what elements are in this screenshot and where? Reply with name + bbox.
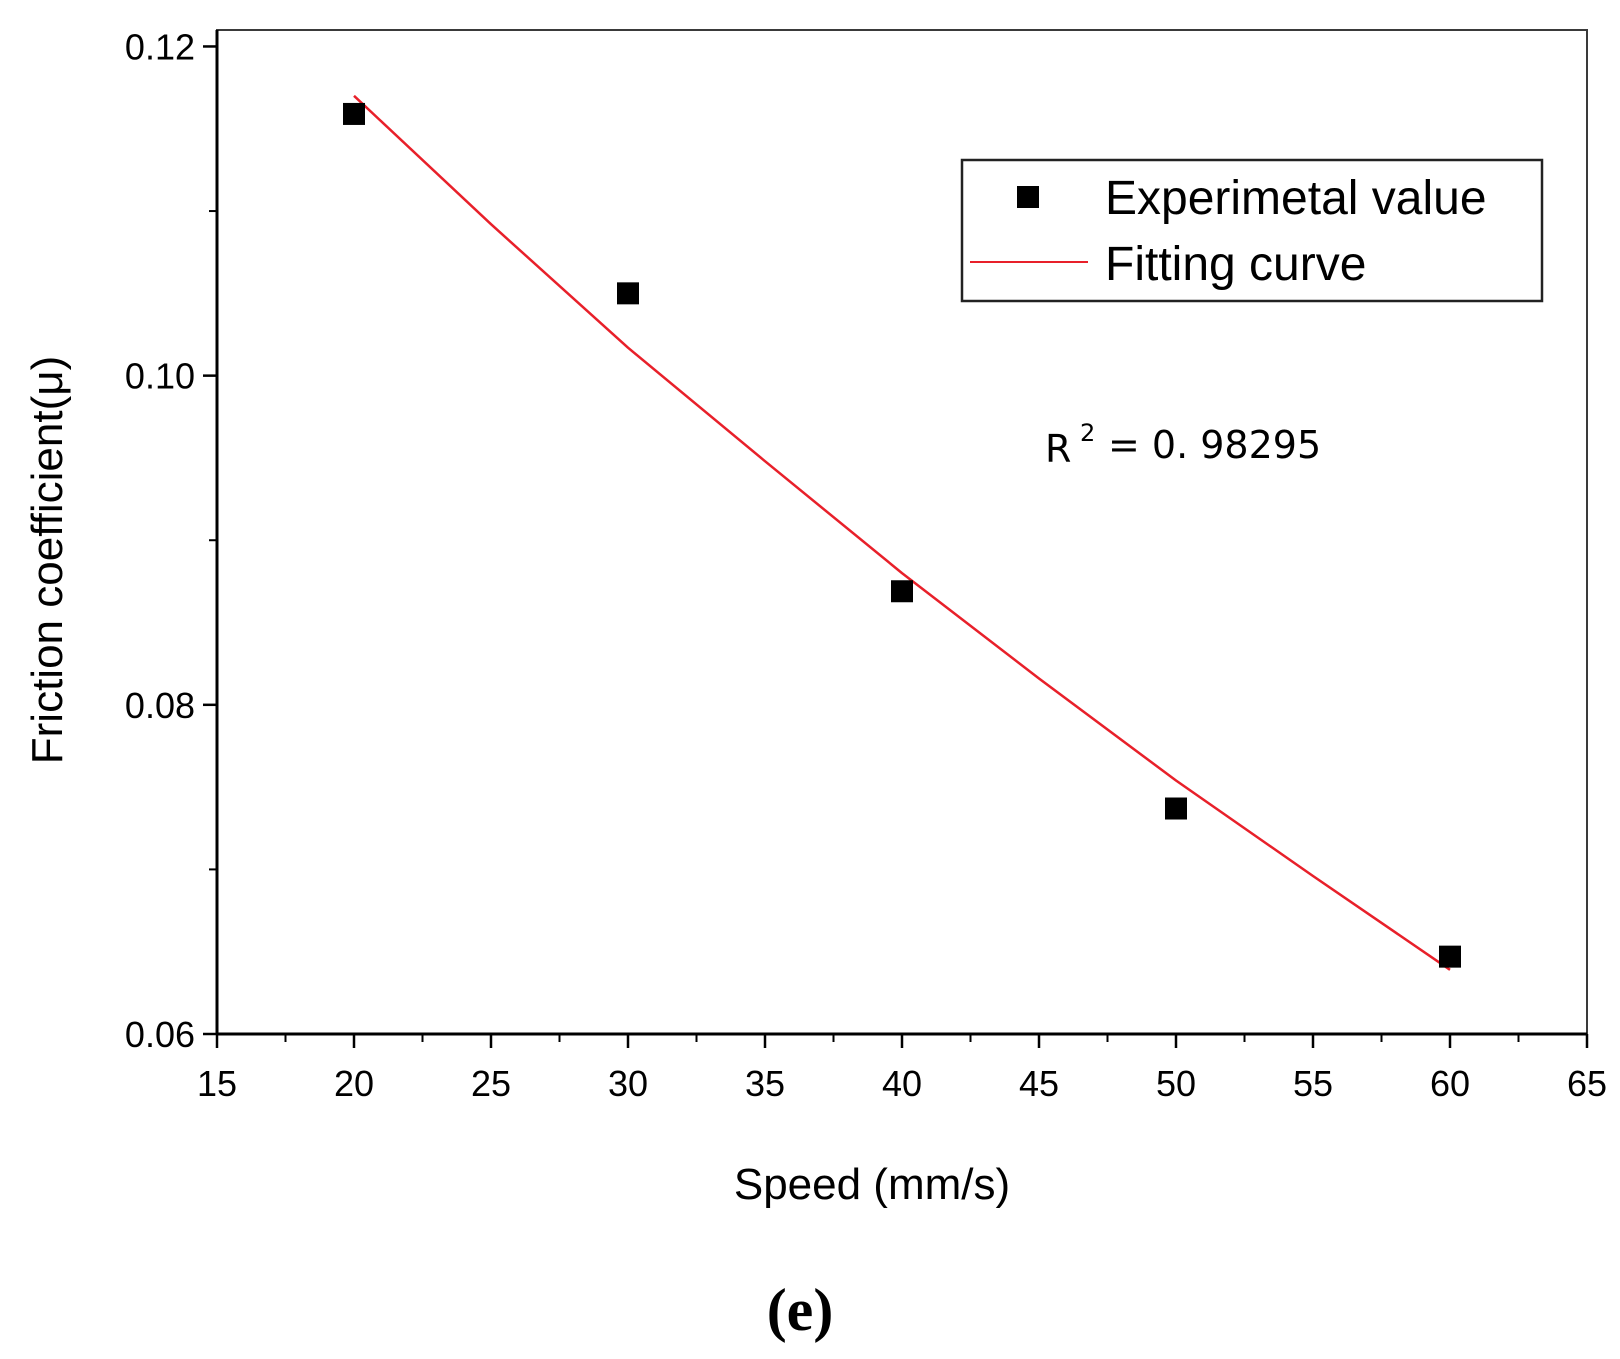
x-tick-label: 20 <box>334 1063 374 1104</box>
legend-marker-experimental <box>1017 186 1039 208</box>
x-tick-label: 65 <box>1567 1063 1607 1104</box>
legend-label-experimental: Experimetal value <box>1105 172 1487 225</box>
legend: Experimetal value Fitting curve <box>960 158 1544 303</box>
x-tick-label: 15 <box>197 1063 237 1104</box>
x-tick-label: 55 <box>1293 1063 1333 1104</box>
y-tick-label: 0.10 <box>125 356 195 397</box>
y-tick-label: 0.12 <box>125 26 195 67</box>
x-tick-label: 35 <box>745 1063 785 1104</box>
panel-label: (e) <box>767 1277 834 1343</box>
x-axis-title: Speed (mm/s) <box>734 1160 1010 1209</box>
experimental-point <box>891 580 913 603</box>
tick-layer: 15 20 25 30 35 40 45 50 55 60 65 0.06 0.08 0.10 0.12 <box>125 26 1607 1104</box>
x-tick-label: 45 <box>1019 1063 1059 1104</box>
y-axis-title: Friction coefficient(μ) <box>23 356 72 764</box>
y-tick-label: 0.06 <box>125 1014 195 1055</box>
fitting-curve-line <box>353 94 1451 971</box>
legend-box <box>960 158 1544 303</box>
experimental-point <box>1165 797 1187 820</box>
y-tick-label: 0.08 <box>125 685 195 726</box>
r-squared-superscript: 2 <box>1080 419 1095 447</box>
x-tick-label: 50 <box>1156 1063 1196 1104</box>
x-tick-label: 40 <box>882 1063 922 1104</box>
r-squared-value: = 0. 98295 <box>1108 423 1321 467</box>
experimental-point <box>617 282 639 305</box>
x-tick-label: 25 <box>471 1063 511 1104</box>
experimental-point <box>343 102 365 125</box>
r-squared-base: R <box>1045 427 1071 471</box>
x-tick-label: 30 <box>608 1063 648 1104</box>
experimental-point <box>1439 945 1461 968</box>
r-squared-annotation: R 2 = 0. 98295 <box>1045 419 1321 471</box>
x-tick-label: 60 <box>1430 1063 1470 1104</box>
legend-label-fitting: Fitting curve <box>1105 238 1366 291</box>
